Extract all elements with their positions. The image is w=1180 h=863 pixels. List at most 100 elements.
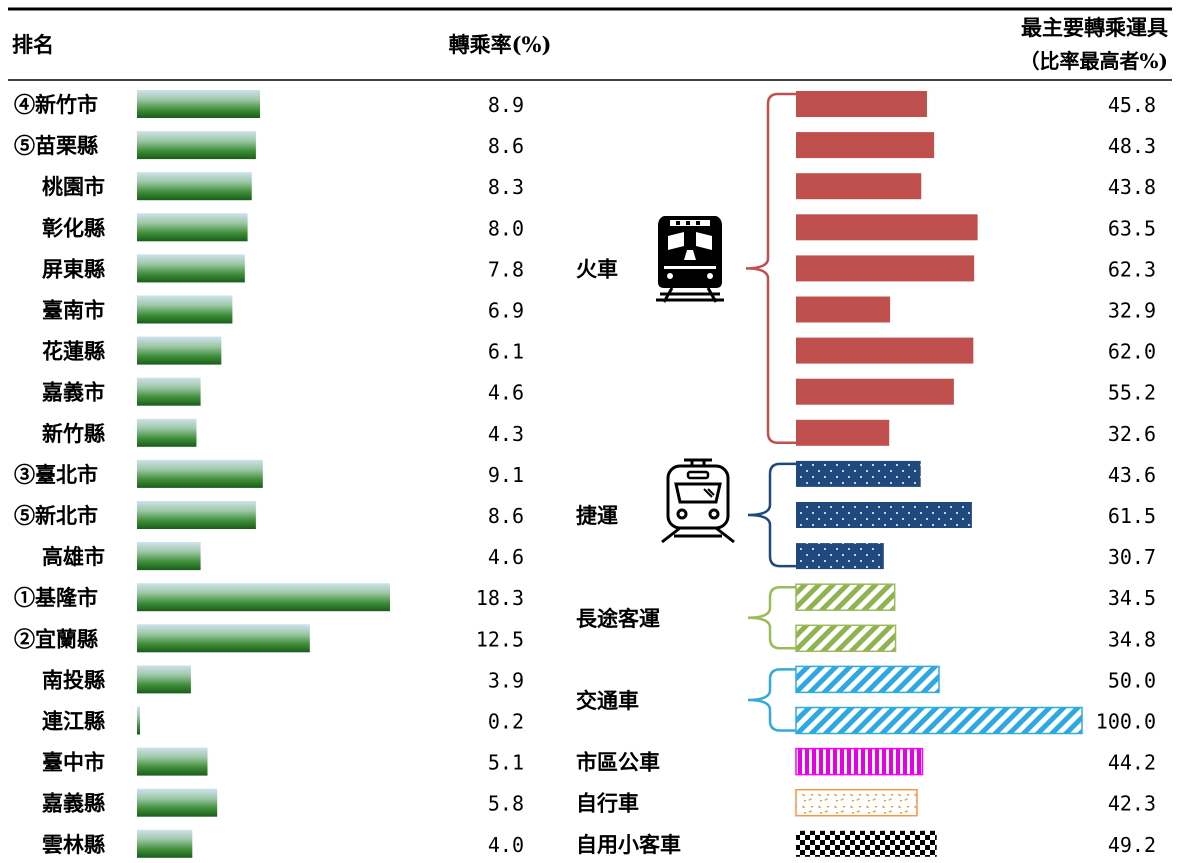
rank-label: ②宜蘭縣 — [14, 626, 98, 651]
rank-label: ④新竹市 — [14, 92, 98, 117]
mode-value-label: 32.9 — [1108, 299, 1156, 323]
mode-bar — [796, 214, 978, 241]
mode-bar — [795, 665, 940, 694]
rate-value-label: 18.3 — [476, 586, 524, 610]
rank-label: 臺南市 — [42, 298, 105, 323]
rank-label: 高雄市 — [42, 544, 105, 569]
rate-bar — [137, 747, 208, 776]
rate-value-label: 8.6 — [488, 134, 524, 158]
mode-bar — [796, 543, 884, 570]
mode-bar — [796, 255, 975, 282]
mode-value-label: 48.3 — [1108, 134, 1156, 158]
rate-bar — [137, 583, 390, 612]
rate-bar — [137, 254, 245, 283]
rank-label: 花蓮縣 — [42, 339, 105, 364]
mode-value-label: 32.6 — [1108, 422, 1156, 446]
rank-label: ⑤新北市 — [14, 503, 98, 528]
rate-value-label: 4.3 — [488, 422, 524, 446]
rate-value-label: 8.3 — [488, 175, 524, 199]
mode-bar — [796, 337, 974, 364]
mode-group-label: 市區公車 — [576, 750, 660, 775]
rate-value-label: 6.1 — [488, 340, 524, 364]
rate-value-label: 0.2 — [488, 710, 524, 734]
group-bracket — [747, 668, 796, 732]
rate-bar — [137, 459, 263, 488]
rate-bar — [137, 377, 201, 406]
mode-value-label: 50.0 — [1108, 668, 1156, 692]
rank-label: 連江縣 — [42, 709, 105, 734]
header-rate: 轉乘率(%) — [449, 32, 552, 57]
rate-value-label: 8.6 — [488, 504, 524, 528]
rate-bar — [137, 665, 191, 694]
rows-layer: ④新竹市 8.9 45.8 ⑤苗栗縣 8.6 48.3 桃園市 8.3 43.8 彰化縣 8.0 63… — [14, 90, 1156, 858]
rate-value-label: 9.1 — [488, 463, 524, 487]
mode-value-label: 63.5 — [1108, 216, 1156, 240]
rate-value-label: 4.0 — [488, 833, 524, 857]
rate-value-label: 12.5 — [476, 627, 524, 651]
mode-value-label: 30.7 — [1108, 545, 1156, 569]
mode-group-label: 交通車 — [576, 688, 639, 713]
mode-value-label: 100.0 — [1096, 710, 1156, 734]
rate-value-label: 8.0 — [488, 216, 524, 240]
mode-bar — [796, 173, 922, 200]
header-mode-line2: （比率最高者%) — [1020, 49, 1168, 73]
rank-label: 嘉義市 — [42, 380, 105, 405]
mode-group-label: 自用小客車 — [576, 832, 681, 857]
rate-bar — [137, 336, 222, 365]
rank-label: 南投縣 — [42, 667, 105, 692]
rate-bar — [137, 542, 201, 571]
rate-bar — [137, 829, 193, 858]
group-bracket — [747, 462, 796, 568]
mode-bar — [795, 624, 897, 653]
rate-value-label: 5.8 — [488, 792, 524, 816]
rank-label: 雲林縣 — [42, 832, 105, 857]
mode-group-label: 長途客運 — [576, 606, 660, 631]
rank-label: ③臺北市 — [14, 462, 98, 487]
mode-bar — [796, 296, 891, 323]
mode-bar — [796, 91, 927, 117]
header-rank: 排名 — [12, 32, 54, 57]
rank-label: 彰化縣 — [42, 215, 105, 240]
rank-label: ①基隆市 — [14, 585, 98, 610]
mode-value-label: 45.8 — [1108, 93, 1156, 117]
mode-value-label: 43.8 — [1108, 175, 1156, 199]
mode-bar — [795, 788, 918, 817]
rank-label: 臺中市 — [42, 750, 105, 775]
group-bracket — [747, 585, 796, 650]
rate-value-label: 7.8 — [488, 257, 524, 281]
rank-label: 屏東縣 — [42, 256, 105, 281]
rate-bar — [137, 501, 256, 529]
mode-value-label: 44.2 — [1108, 751, 1156, 775]
rank-label: 嘉義縣 — [42, 791, 105, 816]
mode-value-label: 55.2 — [1108, 381, 1156, 405]
group-bracket — [745, 92, 796, 445]
rank-label: ⑤苗栗縣 — [14, 133, 98, 158]
mode-bar — [796, 419, 890, 446]
rank-label: 新竹縣 — [42, 421, 105, 446]
mode-group-label: 自行車 — [576, 791, 639, 816]
rate-bar — [137, 788, 218, 817]
rate-value-label: 5.1 — [488, 751, 524, 775]
rate-value-label: 6.9 — [488, 299, 524, 323]
metro-icon — [661, 458, 735, 544]
mode-bar — [796, 460, 921, 487]
mode-value-label: 34.8 — [1108, 627, 1156, 651]
mode-value-label: 49.2 — [1108, 833, 1156, 857]
mode-group-label: 捷運 — [576, 503, 618, 528]
rank-label: 桃園市 — [42, 174, 105, 199]
rate-bar — [137, 624, 310, 653]
mode-bar — [796, 830, 937, 857]
mode-value-label: 43.6 — [1108, 463, 1156, 487]
mode-bar — [795, 747, 924, 776]
header-mode-line1: 最主要轉乘運具 — [1021, 15, 1168, 40]
rate-value-label: 8.9 — [488, 93, 524, 117]
mode-value-label: 42.3 — [1108, 792, 1156, 816]
rate-bar — [137, 172, 252, 201]
mode-value-label: 62.0 — [1108, 340, 1156, 364]
mode-value-label: 61.5 — [1108, 504, 1156, 528]
rate-bar — [137, 131, 256, 160]
mode-bar — [796, 132, 935, 159]
rate-value-label: 4.6 — [488, 545, 524, 569]
rate-value-label: 4.6 — [488, 381, 524, 405]
